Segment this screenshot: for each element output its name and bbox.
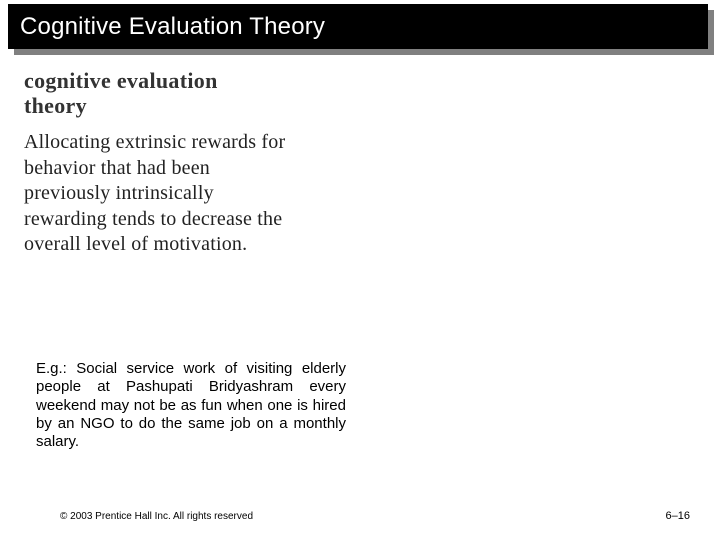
definition-text: Allocating extrinsic rewards for behavio… bbox=[24, 130, 294, 258]
example-text: E.g.: Social service work of visiting el… bbox=[36, 360, 346, 451]
slide-title: Cognitive Evaluation Theory bbox=[20, 13, 325, 41]
term-line-2: theory bbox=[24, 93, 87, 118]
term-heading: cognitive evaluation theory bbox=[24, 68, 284, 119]
title-bar: Cognitive Evaluation Theory bbox=[8, 4, 708, 49]
page-number: 6–16 bbox=[666, 510, 690, 522]
term-line-1: cognitive evaluation bbox=[24, 68, 218, 93]
slide: Cognitive Evaluation Theory cognitive ev… bbox=[0, 0, 720, 540]
copyright: © 2003 Prentice Hall Inc. All rights res… bbox=[60, 511, 253, 522]
